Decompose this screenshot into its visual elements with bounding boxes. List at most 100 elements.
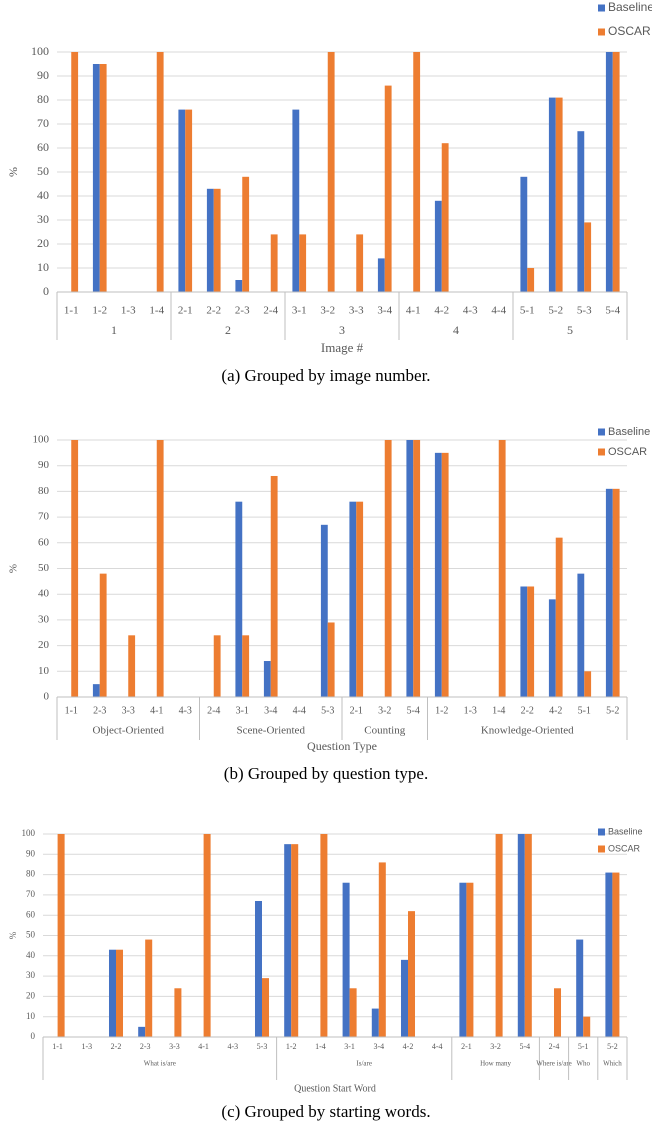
x-tick-label: 1-1 (52, 1042, 63, 1051)
x-tick-label: 5-2 (548, 305, 563, 317)
bar (349, 988, 357, 1037)
bar (605, 52, 613, 292)
legend-swatch (598, 448, 605, 456)
bar (520, 176, 528, 292)
x-tick-label: 3-1 (292, 305, 307, 317)
y-tick-label: 70 (26, 889, 36, 899)
bar (235, 501, 243, 697)
group-label: Which (603, 1060, 622, 1068)
bar (384, 85, 392, 292)
legend-label: Baseline (608, 0, 652, 14)
group-label: 2 (225, 323, 231, 337)
bar (203, 834, 211, 1037)
legend-label: Baseline (608, 426, 650, 438)
y-tick-label: 90 (37, 68, 49, 82)
x-tick-label: 4-4 (491, 305, 506, 317)
x-tick-label: 5-1 (578, 1042, 589, 1051)
bar (99, 573, 107, 697)
bar (520, 586, 528, 697)
legend-swatch (598, 28, 605, 36)
x-tick-label: 2-2 (521, 705, 534, 716)
caption: (b) Grouped by question type. (224, 764, 428, 783)
x-tick-label: 4-2 (403, 1042, 414, 1051)
x-tick-label: 4-4 (432, 1042, 443, 1051)
x-tick-label: 5-4 (519, 1042, 530, 1051)
y-tick-label: 100 (22, 828, 36, 838)
y-tick-label: 80 (26, 869, 36, 879)
group-label: Who (576, 1060, 590, 1068)
bar (138, 1026, 146, 1037)
bar (284, 844, 292, 1037)
bar (408, 911, 416, 1037)
y-tick-label: 0 (31, 1031, 36, 1041)
x-tick-label: 3-2 (490, 1042, 501, 1051)
y-tick-label: 30 (37, 212, 49, 226)
x-tick-label: 3-3 (169, 1042, 180, 1051)
bar (612, 872, 620, 1037)
group-label: Knowledge-Oriented (481, 725, 574, 737)
x-axis-label: Image # (321, 340, 364, 355)
bar (108, 949, 116, 1037)
bar (555, 97, 563, 292)
bar (178, 109, 186, 292)
x-tick-label: 3-3 (349, 305, 364, 317)
x-tick-label: 2-2 (111, 1042, 122, 1051)
bar (441, 452, 449, 697)
x-tick-label: 1-4 (149, 305, 164, 317)
legend-label: OSCAR (608, 24, 651, 38)
x-tick-label: 4-2 (549, 705, 562, 716)
x-tick-label: 4-3 (179, 705, 192, 716)
y-tick-label: 10 (37, 260, 49, 274)
y-tick-label: 100 (31, 44, 49, 58)
bar (156, 440, 164, 697)
bar (71, 440, 79, 697)
bar (498, 440, 506, 697)
bar (434, 200, 442, 292)
bar (466, 882, 474, 1037)
bar (299, 234, 307, 292)
x-tick-label: 5-4 (605, 305, 620, 317)
bar (263, 661, 271, 697)
bar (612, 52, 620, 292)
bar (292, 109, 300, 292)
bar (605, 872, 613, 1037)
x-tick-label: 3-2 (320, 305, 335, 317)
x-tick-label: 1-4 (492, 705, 505, 716)
bar (213, 188, 221, 292)
x-tick-label: 3-3 (122, 705, 135, 716)
legend-swatch (598, 828, 605, 836)
bar (555, 537, 563, 697)
group-label: How many (480, 1060, 511, 1068)
legend-label: Baseline (608, 826, 643, 836)
caption: (a) Grouped by image number. (221, 366, 430, 385)
y-tick-label: 90 (38, 459, 50, 471)
bar (459, 882, 467, 1037)
group-label: Is/are (356, 1060, 372, 1068)
x-tick-label: 1-2 (286, 1042, 297, 1051)
bar (548, 599, 556, 697)
y-tick-label: 50 (37, 164, 49, 178)
x-tick-label: 2-2 (206, 305, 221, 317)
y-tick-label: 20 (38, 639, 50, 651)
x-tick-label: 1-2 (435, 705, 448, 716)
bar (577, 131, 585, 292)
x-tick-label: 4-1 (406, 305, 421, 317)
y-tick-label: 80 (37, 92, 49, 106)
bar (584, 671, 592, 697)
bar (527, 268, 535, 292)
y-tick-label: 90 (26, 848, 36, 858)
bar (356, 501, 364, 697)
y-tick-label: 50 (26, 930, 36, 940)
x-tick-label: 3-4 (377, 305, 392, 317)
y-tick-label: 60 (38, 536, 50, 548)
x-tick-label: 2-3 (140, 1042, 151, 1051)
bar (145, 939, 153, 1037)
bar (527, 586, 535, 697)
bar (327, 52, 335, 292)
bar (377, 258, 385, 292)
group-label: 3 (339, 323, 345, 337)
x-tick-label: 3-1 (236, 705, 249, 716)
bar (235, 280, 243, 292)
y-tick-label: 0 (43, 284, 49, 298)
